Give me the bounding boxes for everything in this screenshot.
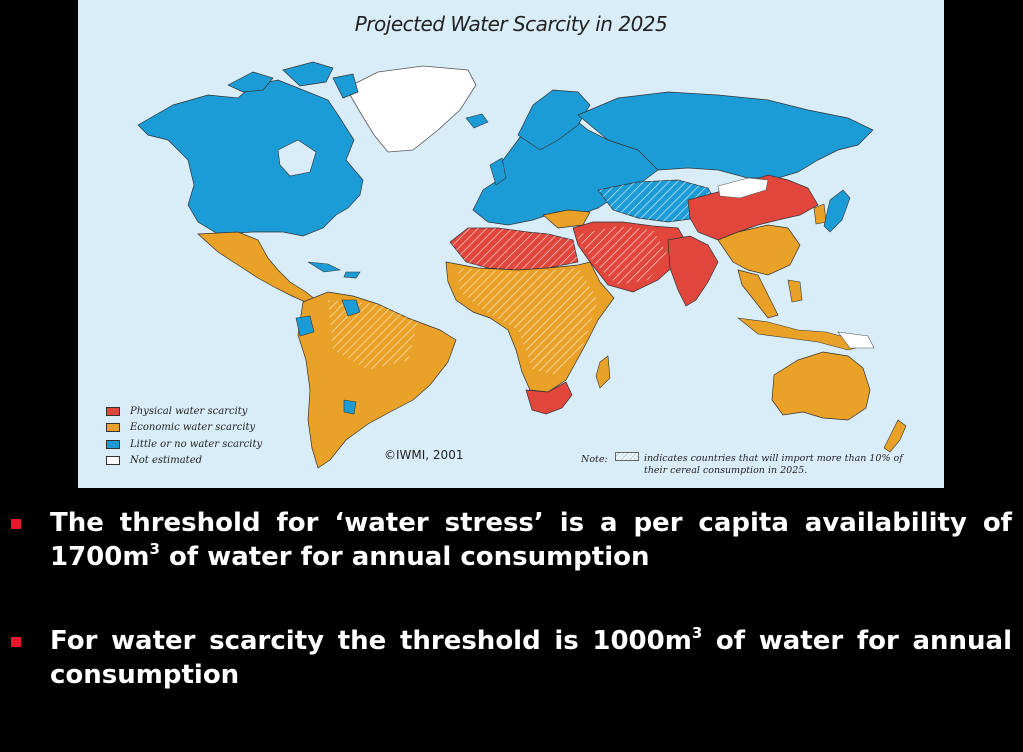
world-map-graphic xyxy=(78,0,944,488)
region-iceland xyxy=(465,113,489,129)
region-korea xyxy=(813,203,827,225)
hatch-swatch-icon xyxy=(615,452,639,461)
bullet-text-main: The threshold for ‘water stress’ is a pe… xyxy=(50,508,1012,572)
region-central-asia-hatch xyxy=(598,180,718,222)
legend-label: Not estimated xyxy=(130,455,203,467)
bullet-text-main: For water scarcity the threshold is 1000… xyxy=(50,626,692,656)
bullet-text-tail: of water for annual consumption xyxy=(159,542,650,572)
note-label: Note: xyxy=(581,454,608,465)
legend-label: Little or no water scarcity xyxy=(130,438,263,450)
bullet-text-tail: of water for annual consumption xyxy=(50,626,1013,690)
region-arctic-islands xyxy=(227,61,359,99)
bullet-square-icon xyxy=(11,637,21,647)
legend-label: Economic water scarcity xyxy=(130,422,256,434)
region-greenland xyxy=(345,65,477,153)
region-papua xyxy=(837,331,875,349)
legend-swatch-physical xyxy=(106,406,120,416)
region-madagascar xyxy=(595,355,611,389)
region-russia xyxy=(577,91,874,179)
region-south-america-hatch xyxy=(328,300,418,370)
water-scarcity-map: Projected Water Scarcity in 2025 Physica… xyxy=(78,0,944,488)
legend-swatch-not-estimated xyxy=(106,456,120,466)
copyright-text: ©IWMI, 2001 xyxy=(384,448,464,462)
region-north-africa-hatch xyxy=(450,228,578,270)
legend-item-physical: Physical water scarcity xyxy=(106,403,262,420)
legend-item-little: Little or no water scarcity xyxy=(106,436,262,453)
legend-item-economic: Economic water scarcity xyxy=(106,420,262,437)
region-uk xyxy=(489,157,507,186)
region-turkey xyxy=(542,209,591,229)
region-middle-east-hatch xyxy=(576,226,668,285)
region-sub-saharan-africa-hatch xyxy=(458,268,598,375)
legend-swatch-economic xyxy=(106,423,120,433)
region-hudson-bay xyxy=(277,139,317,177)
bullet-superscript: 3 xyxy=(691,624,703,642)
region-guyana xyxy=(341,299,361,317)
region-south-china-economic xyxy=(717,224,801,276)
region-australia xyxy=(771,351,871,421)
region-new-zealand xyxy=(883,419,907,453)
legend-item-not-estimated: Not estimated xyxy=(106,453,262,470)
region-southeast-asia xyxy=(737,269,779,319)
legend-swatch-little xyxy=(106,439,120,449)
region-mongolia xyxy=(717,177,769,199)
legend-label: Physical water scarcity xyxy=(130,405,248,417)
bullet-square-icon xyxy=(11,519,21,529)
map-title: Projected Water Scarcity in 2025 xyxy=(354,12,668,36)
region-ecuador-colombia xyxy=(295,315,315,337)
note-text: indicates countries that will import mor… xyxy=(644,453,903,476)
region-caribbean xyxy=(307,261,361,279)
region-philippines xyxy=(787,279,803,303)
region-india xyxy=(667,235,719,307)
bullet-text: The threshold for ‘water stress’ is a pe… xyxy=(50,506,1012,574)
bullet-superscript: 3 xyxy=(149,540,160,558)
region-southern-africa xyxy=(525,381,573,415)
map-legend: Physical water scarcity Economic water s… xyxy=(106,403,262,469)
region-scandinavia xyxy=(517,89,591,151)
bullet-text: For water scarcity the threshold is 1000… xyxy=(50,624,1012,692)
region-uruguay xyxy=(343,399,357,415)
region-japan xyxy=(823,189,851,233)
